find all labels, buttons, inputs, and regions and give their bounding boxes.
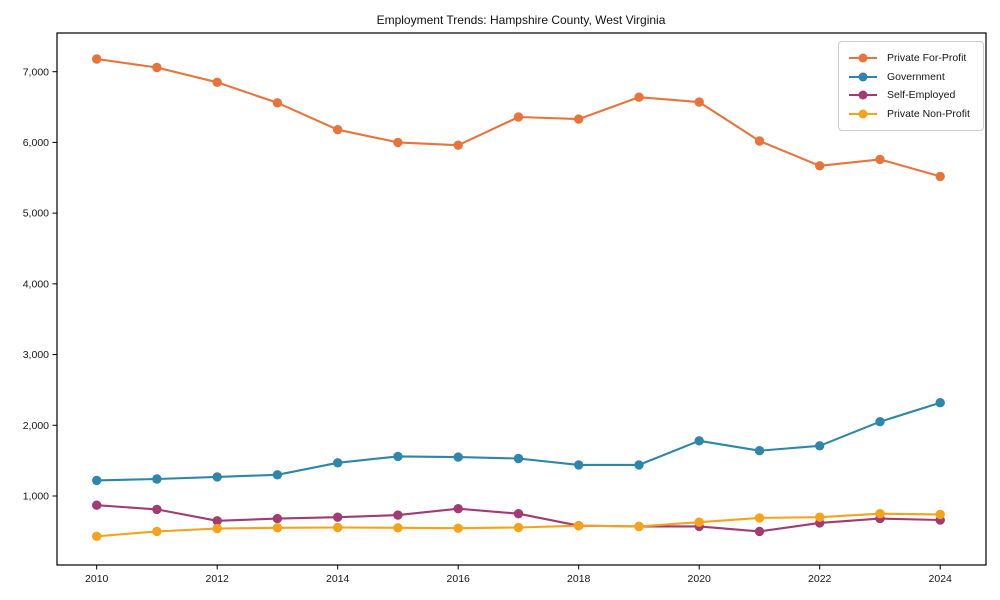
- legend-line-marker-swatch: [849, 53, 877, 63]
- data-point-marker: [92, 500, 102, 510]
- data-point-marker: [333, 458, 343, 468]
- data-point-marker: [513, 509, 524, 519]
- data-point-marker: [634, 521, 644, 532]
- data-point-marker: [92, 475, 102, 486]
- data-point-marker: [333, 512, 343, 522]
- legend-swatch-dot: [858, 90, 868, 100]
- legend-line-marker-swatch: [849, 90, 877, 100]
- series-line-government: [96, 401, 941, 482]
- data-point-marker: [875, 509, 885, 519]
- legend-swatch-dot: [858, 72, 868, 82]
- y-axis-tick-label: 6,000: [23, 137, 49, 149]
- legend-label: Government: [887, 70, 945, 83]
- x-axis-tick-label: 2012: [206, 573, 230, 585]
- legend-item-self-employed: Self-Employed: [848, 87, 973, 103]
- data-point-marker: [694, 436, 704, 446]
- data-point-marker: [152, 526, 162, 537]
- data-point-marker: [574, 460, 584, 470]
- plot-area: 1,000 2,000 3,000 4,000 5,000 6,000 7,000 2010 2…: [23, 32, 987, 585]
- legend-swatch-dot: [858, 109, 868, 119]
- data-point-marker: [875, 417, 885, 427]
- data-point-marker: [212, 516, 222, 526]
- x-axis-tick-label: 2022: [808, 573, 832, 585]
- legend-label: Private For-Profit: [887, 52, 967, 64]
- legend-label: Self-Employed: [887, 89, 956, 102]
- data-point-marker: [634, 460, 644, 470]
- data-point-marker: [574, 114, 584, 124]
- data-point-marker: [272, 513, 283, 524]
- data-point-marker: [513, 112, 524, 122]
- data-point-marker: [333, 522, 343, 533]
- legend-line-marker-swatch: [849, 109, 877, 119]
- data-point-marker: [272, 523, 283, 533]
- data-point-marker: [754, 526, 765, 537]
- data-point-marker: [453, 140, 463, 150]
- data-point-marker: [272, 470, 283, 480]
- data-point-marker: [815, 161, 825, 171]
- legend-label: Private Non-Profit: [887, 107, 970, 120]
- data-point-marker: [393, 137, 403, 148]
- legend-item-government: Government: [848, 69, 973, 85]
- y-axis-tick-label: 2,000: [23, 420, 49, 432]
- data-point-marker: [152, 62, 162, 73]
- data-point-marker: [935, 171, 945, 182]
- data-point-marker: [212, 523, 222, 534]
- x-axis-tick-label: 2024: [929, 573, 953, 585]
- data-point-marker: [212, 77, 222, 88]
- data-point-marker: [815, 441, 825, 451]
- y-axis-tick-label: 3,000: [23, 349, 49, 361]
- x-axis-tick-label: 2010: [85, 573, 109, 585]
- data-point-marker: [815, 512, 825, 522]
- data-point-marker: [212, 472, 222, 482]
- data-point-marker: [152, 504, 162, 515]
- plot-frame: [56, 32, 987, 566]
- data-point-marker: [92, 531, 102, 541]
- data-point-marker: [152, 474, 162, 484]
- x-axis-tick-label: 2020: [688, 573, 712, 585]
- data-point-marker: [694, 517, 704, 527]
- data-point-marker: [393, 523, 403, 533]
- legend: Private For-Profit Government Self-Employe…: [838, 41, 984, 131]
- data-point-marker: [875, 154, 885, 165]
- data-point-marker: [935, 509, 945, 520]
- y-axis-tick-label: 5,000: [23, 208, 49, 220]
- data-point-marker: [574, 521, 584, 531]
- data-point-marker: [754, 513, 765, 523]
- x-axis-tick-label: 2018: [567, 573, 591, 585]
- y-axis-tick-label: 7,000: [23, 66, 49, 78]
- y-axis-tick-label: 4,000: [23, 278, 49, 290]
- data-point-marker: [453, 504, 463, 514]
- x-axis-tick-label: 2014: [326, 573, 350, 585]
- legend-item-private-for-profit: Private For-Profit: [848, 50, 973, 66]
- data-point-marker: [272, 98, 283, 108]
- data-point-marker: [393, 510, 403, 520]
- chart-title: Employment Trends: Hampshire County, Wes…: [377, 13, 666, 27]
- data-point-marker: [453, 452, 463, 462]
- data-point-marker: [754, 136, 765, 146]
- data-point-marker: [513, 522, 524, 533]
- legend-item-private-non-profit: Private Non-Profit: [848, 106, 973, 122]
- legend-line-marker-swatch: [849, 72, 877, 82]
- data-point-marker: [754, 446, 765, 456]
- data-point-marker: [694, 97, 704, 107]
- data-point-marker: [935, 398, 945, 408]
- data-point-marker: [634, 92, 644, 102]
- data-point-marker: [393, 451, 403, 462]
- data-point-marker: [453, 523, 463, 533]
- data-point-marker: [513, 453, 524, 464]
- data-point-marker: [92, 54, 102, 64]
- legend-swatch-dot: [858, 53, 868, 63]
- data-point-marker: [333, 125, 343, 135]
- y-axis-tick-label: 1,000: [23, 491, 49, 503]
- x-axis-tick-label: 2016: [447, 573, 471, 585]
